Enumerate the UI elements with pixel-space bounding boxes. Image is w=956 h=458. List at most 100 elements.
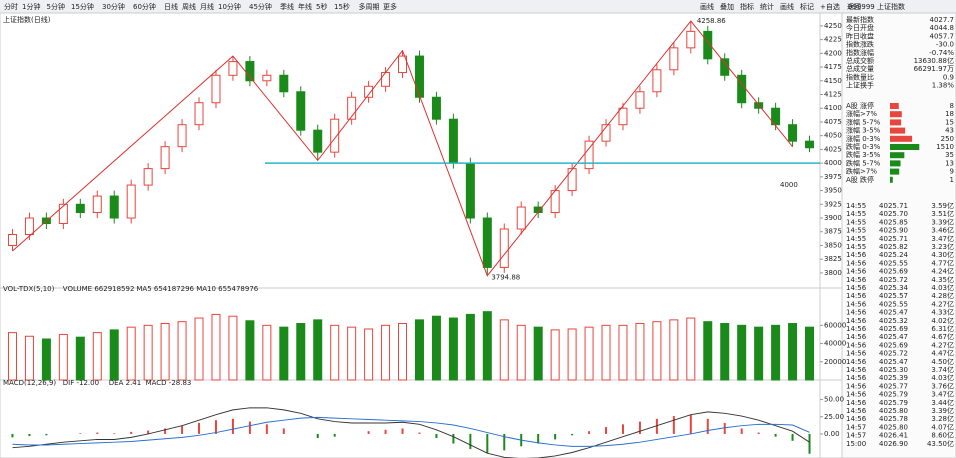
y-tick-label: 4175: [824, 63, 842, 71]
toolbar-item[interactable]: 季线: [280, 2, 294, 11]
candle-body: [771, 107, 781, 126]
breadth-bar: [890, 103, 899, 109]
candle-body: [24, 217, 34, 235]
toolbar-button[interactable]: 统计: [760, 2, 774, 11]
toolbar-button[interactable]: 画线: [700, 2, 714, 11]
panel-legend: MACD -28.83: [146, 379, 192, 387]
candle-body: [126, 184, 136, 219]
breadth-label: A股 跌停: [846, 175, 874, 184]
tick-time: 14:56: [846, 415, 867, 423]
toolbar-item[interactable]: 10分钟: [218, 2, 241, 11]
quote-value: 0.9: [943, 73, 954, 81]
level-label: 4000: [780, 181, 798, 189]
tick-volume: 3.47亿: [931, 234, 954, 243]
breadth-value: 15: [945, 118, 954, 126]
toolbar-button[interactable]: 返回: [847, 3, 861, 11]
toolbar-button[interactable]: 画线: [780, 2, 794, 11]
panel-legend: VOL-TDX(5,10): [3, 285, 55, 293]
toolbar-item[interactable]: 60分钟: [133, 2, 156, 11]
breadth-value: 8: [950, 102, 954, 110]
toolbar-item[interactable]: 30分钟: [102, 2, 125, 11]
toolbar-item[interactable]: 45分钟: [249, 2, 272, 11]
tick-price: 4025.78: [879, 415, 908, 423]
candle-body: [499, 228, 509, 268]
toolbar-item[interactable]: 分时: [4, 2, 18, 11]
volume-bar: [686, 317, 696, 381]
toolbar-button[interactable]: +自选: [820, 2, 840, 11]
y-tick-label: 3950: [824, 187, 842, 195]
tick-price: 4026.90: [879, 440, 908, 448]
tick-time: 15:00: [846, 440, 866, 448]
toolbar-item[interactable]: 15分钟: [71, 2, 94, 11]
toolbar-item[interactable]: 5秒: [316, 2, 327, 11]
volume-bar: [703, 321, 713, 381]
panel-legend: MA5 654187296: [136, 285, 194, 293]
toolbar-button[interactable]: 叠加: [720, 2, 734, 11]
toolbar-item[interactable]: 更多: [383, 2, 397, 11]
breadth-value: 35: [945, 151, 954, 159]
toolbar-item[interactable]: 日线: [164, 2, 178, 11]
toolbar-item[interactable]: 周线: [182, 2, 196, 11]
volume-bar: [177, 321, 187, 381]
toolbar-button[interactable]: 标记: [800, 2, 814, 11]
tick-time: 14:56: [846, 284, 867, 292]
tick-price: 4025.47: [879, 333, 908, 341]
tick-price: 4025.85: [879, 218, 908, 226]
candle-body: [703, 30, 713, 60]
tick-price: 4025.77: [879, 382, 908, 390]
tick-volume: 3.47亿: [931, 390, 954, 399]
breadth-value: 1: [950, 176, 954, 184]
quote-label: 指数涨幅: [846, 48, 874, 57]
volume-bar: [24, 335, 34, 381]
y-tick-label: 3800: [824, 269, 842, 277]
tick-time: 14:56: [846, 374, 867, 382]
toolbar-item[interactable]: 月线: [200, 2, 214, 11]
tick-time: 14:55: [846, 235, 866, 243]
toolbar-item[interactable]: 多周期: [359, 2, 380, 11]
y-tick-label: 25.00: [824, 413, 844, 421]
stock-code: 999999 上证指数: [848, 2, 905, 11]
toolbar-button[interactable]: 指标: [740, 2, 754, 11]
y-tick-label: 3875: [824, 228, 842, 236]
tick-volume: 3.74亿: [931, 365, 954, 374]
tick-time: 14:56: [846, 309, 867, 317]
tick-volume: 4.02亿: [931, 316, 954, 325]
tick-price: 4025.80: [879, 407, 908, 415]
tick-volume: 3.76亿: [931, 381, 954, 390]
low-label: 3794.88: [491, 274, 520, 282]
candle-body: [160, 146, 170, 170]
toolbar-item[interactable]: 15秒: [334, 2, 350, 11]
tick-time: 14:56: [846, 276, 867, 284]
tick-time: 14:56: [846, 382, 867, 390]
tick-time: 14:56: [846, 251, 867, 259]
tick-price: 4025.69: [879, 341, 908, 349]
toolbar-item[interactable]: 年线: [298, 2, 312, 11]
candle-body: [805, 140, 815, 149]
candle-body: [737, 74, 747, 104]
tick-volume: 3.59亿: [931, 201, 954, 210]
quote-value: 4027.7: [930, 16, 955, 24]
breadth-value: 18: [945, 110, 954, 118]
volume-bar: [347, 326, 357, 381]
tick-price: 4025.79: [879, 399, 908, 407]
quote-label: 指数量比: [846, 72, 874, 81]
tick-volume: 3.28亿: [931, 414, 954, 423]
y-tick-label: 0.00: [824, 430, 840, 438]
tick-price: 4026.41: [879, 432, 908, 440]
tick-price: 4025.70: [879, 210, 908, 218]
candle-body: [296, 91, 306, 131]
tick-time: 14:57: [846, 423, 866, 431]
volume-bar: [788, 323, 798, 381]
quote-value: 1.38%: [932, 82, 955, 90]
tick-volume: 4.50亿: [931, 357, 954, 366]
breadth-bar: [890, 144, 920, 150]
volume-bar: [228, 315, 238, 381]
tick-price: 4025.30: [879, 366, 908, 374]
volume-bar: [245, 320, 255, 381]
quote-label: 上证换手: [846, 81, 874, 90]
quote-label: 总成交额: [846, 56, 874, 65]
tick-volume: 4.27亿: [931, 299, 954, 308]
toolbar-item[interactable]: 1分钟: [22, 2, 40, 11]
tick-time: 14:56: [846, 259, 867, 267]
toolbar-item[interactable]: 5分钟: [47, 2, 65, 11]
